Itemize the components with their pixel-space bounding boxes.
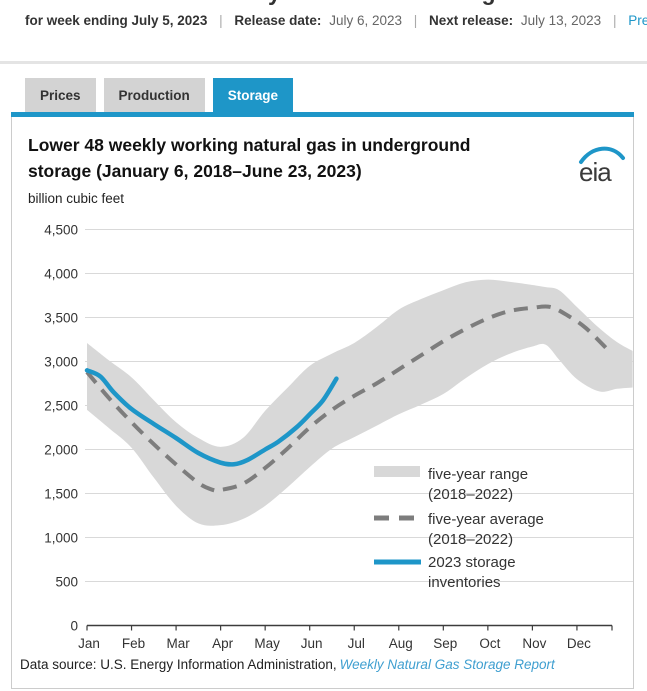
tab-production[interactable]: Production — [103, 78, 205, 113]
x-tick-label: Sep — [433, 636, 457, 651]
x-tick-label: Mar — [166, 636, 190, 651]
legend-label: five-year range — [428, 466, 528, 483]
y-tick-label: 3,500 — [44, 311, 78, 326]
y-tick-label: 3,000 — [44, 355, 78, 370]
separator: | — [219, 13, 223, 28]
x-tick-label: Dec — [567, 636, 591, 651]
report-dates-bar: for week ending July 5, 2023 | Release d… — [25, 13, 647, 28]
chart-units-label: billion cubic feet — [28, 191, 125, 206]
x-tick-label: Jul — [348, 636, 365, 651]
y-tick-label: 500 — [55, 575, 78, 590]
data-source-text: Data source: U.S. Energy Information Adm… — [20, 657, 337, 672]
y-tick-label: 2,000 — [44, 443, 78, 458]
current-year-line — [84, 368, 339, 467]
storage-chart: Jan Feb Mar Apr May Jun Jul Aug Sep Oct Nov Dec 0 500… — [44, 223, 633, 651]
separator: | — [612, 13, 617, 28]
week-ending-text: for week ending July 5, 2023 — [25, 13, 208, 28]
chart-title-line1: Lower 48 weekly working natural gas in u… — [28, 135, 471, 155]
chart-title: Lower 48 weekly working natural gas in u… — [28, 132, 470, 184]
legend: five-year range (2018–2022) five-year aver… — [374, 466, 544, 591]
five-year-range-band — [87, 279, 633, 526]
y-axis: 0 500 1,000 1,500 2,000 2,500 3,000 3,500 4,000 4… — [44, 223, 78, 634]
y-tick-label: 4,500 — [44, 223, 78, 238]
eia-logo-text: eia — [579, 157, 612, 187]
x-tick-label: Jun — [301, 636, 323, 651]
page-title-text: Weekly Natural Gas Storage Report — [202, 0, 532, 6]
x-tick-label: Aug — [389, 636, 413, 651]
separator: | — [413, 13, 418, 28]
tab-bar: Prices Production Storage — [25, 78, 294, 113]
chart-panel: Lower 48 weekly working natural gas in u… — [11, 117, 634, 689]
data-source-link[interactable]: Weekly Natural Gas Storage Report — [339, 657, 555, 672]
chart-title-line2: storage (January 6, 2018–June 23, 2023) — [28, 161, 362, 181]
previous-weeks-link[interactable]: Previous — [628, 13, 647, 28]
tab-prices[interactable]: Prices — [25, 78, 96, 113]
y-tick-label: 1,500 — [44, 487, 78, 502]
x-axis: Jan Feb Mar Apr May Jun Jul Aug Sep Oct Nov Dec — [78, 624, 613, 651]
legend-label: 2023 storage — [428, 554, 516, 571]
legend-label: inventories — [428, 574, 501, 591]
eia-logo-graphic: eia — [579, 146, 625, 187]
five-year-average-line — [85, 304, 610, 493]
legend-band-swatch — [374, 466, 420, 477]
header-divider — [0, 61, 647, 64]
x-tick-label: Feb — [122, 636, 145, 651]
y-tick-label: 2,500 — [44, 399, 78, 414]
eia-swoosh-icon — [579, 146, 625, 164]
legend-label: (2018–2022) — [428, 486, 513, 503]
legend-label: (2018–2022) — [428, 531, 513, 548]
y-tick-label: 0 — [70, 619, 78, 634]
x-tick-label: Jan — [78, 636, 100, 651]
next-release-value: July 13, 2023 — [520, 13, 602, 28]
x-tick-label: May — [254, 636, 280, 651]
y-tick-label: 4,000 — [44, 267, 78, 282]
next-release-label: Next release: — [429, 13, 514, 28]
tab-underline — [11, 112, 634, 117]
clipped-page-title: Weekly Natural Gas Storage Report — [202, 0, 532, 7]
x-tick-label: Nov — [522, 636, 546, 651]
legend-label: five-year average — [428, 511, 544, 528]
y-tick-label: 1,000 — [44, 531, 78, 546]
eia-logo: eia — [578, 145, 626, 187]
release-date-value: July 6, 2023 — [329, 13, 402, 28]
release-date-label: Release date: — [234, 13, 322, 28]
x-tick-label: Apr — [212, 636, 234, 651]
data-source-line: Data source: U.S. Energy Information Adm… — [20, 657, 555, 672]
tab-storage[interactable]: Storage — [212, 78, 294, 113]
x-tick-label: Oct — [479, 636, 500, 651]
